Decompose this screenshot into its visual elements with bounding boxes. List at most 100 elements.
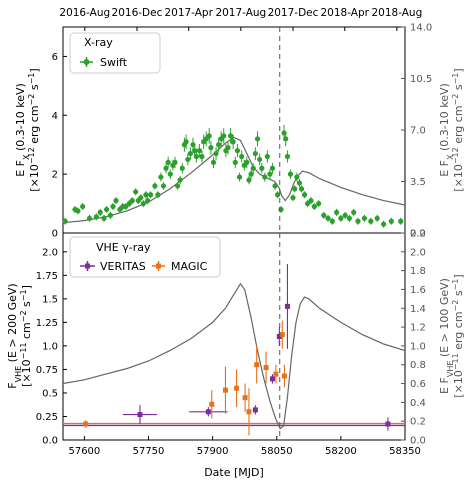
swift-point — [351, 209, 357, 215]
swift-point — [325, 215, 331, 221]
swift-point — [104, 206, 110, 213]
swift-point — [355, 218, 361, 224]
swift-point — [230, 139, 236, 145]
magic-point — [281, 373, 287, 379]
swift-point — [193, 153, 199, 160]
xtick-label: 58350 — [389, 446, 421, 457]
lower-right-ylabel-line1: E FVHE (E > 100 GeV) — [438, 278, 455, 394]
lower-ytick-label: 2.0 — [42, 247, 58, 258]
magic-point — [279, 332, 285, 338]
top-date-label: 2018-Apr — [320, 7, 369, 19]
lower-right-tick-label: 1.2 — [410, 323, 426, 334]
swift-point — [290, 195, 296, 201]
veritas-legend-label: VERITAS — [100, 260, 146, 273]
swift-point — [257, 156, 263, 163]
swift-point — [252, 150, 258, 157]
x-axis-label: Date [MJD] — [204, 466, 264, 479]
top-date-label: 2016-Aug — [59, 7, 110, 19]
swift-point — [361, 215, 367, 221]
veritas-point — [385, 421, 391, 427]
swift-point — [338, 215, 344, 221]
swift-point — [275, 192, 281, 198]
lower-legend-title: VHE γ-ray — [96, 241, 151, 254]
lower-ytick-label: 1.5 — [42, 294, 58, 305]
swift-point — [239, 153, 245, 160]
veritas-point — [137, 412, 143, 418]
magic-legend-marker — [156, 263, 161, 269]
swift-point — [227, 133, 234, 139]
xtick-label: 57900 — [197, 446, 229, 457]
swift-point — [148, 192, 154, 198]
lower-panel: 0.0 0.25 0.5 0.75 1.0 1.25 1.5 1.75 2.0 0.0 0.2 0.4… — [36, 229, 426, 458]
upper-right-tick-label: 10.5 — [410, 74, 432, 85]
swift-point — [267, 171, 273, 177]
xtick-label: 58200 — [325, 446, 357, 457]
model-curve — [62, 282, 406, 430]
veritas-point — [269, 376, 275, 382]
swift-point — [129, 198, 135, 204]
swift-point — [183, 139, 189, 145]
swift-point — [210, 159, 217, 165]
swift-point — [179, 165, 185, 171]
swift-point — [143, 192, 149, 198]
swift-point — [187, 150, 193, 157]
upper-right-ylabel-line1: E FX (0.3-10 keV) — [438, 83, 455, 177]
lower-legend: VHE γ-ray VERITAS MAGIC — [69, 236, 221, 278]
vhe-points — [83, 264, 391, 436]
swift-point — [248, 171, 254, 177]
swift-point — [232, 159, 238, 165]
swift-point — [199, 153, 205, 160]
lower-right-ylabel-line2: [×10−11 erg cm−2 s−1] — [451, 274, 466, 397]
swift-point — [301, 192, 308, 198]
swift-point — [292, 186, 298, 192]
swift-point — [101, 215, 107, 221]
upper-left-ylabel-line1: E FX (0.3-10 keV) — [14, 83, 31, 177]
swift-point — [368, 218, 374, 224]
swift-point — [374, 215, 380, 221]
swift-point — [278, 206, 284, 213]
upper-ticks: 0 2 4 6 0.0 3.5 7.0 10.5 14.0 — [52, 23, 433, 240]
swift-point — [110, 203, 116, 210]
swift-point — [236, 174, 243, 180]
swift-point — [185, 156, 191, 163]
model-curve — [62, 136, 406, 224]
magic-point — [246, 409, 252, 415]
xtick-label: 57600 — [68, 446, 100, 457]
swift-point — [329, 218, 335, 224]
upper-right-tick-label: 3.5 — [410, 177, 426, 188]
swift-point — [316, 200, 322, 207]
lower-ytick-label: 1.0 — [42, 341, 58, 352]
swift-point — [174, 183, 181, 189]
veritas-legend-marker — [85, 263, 90, 269]
swift-point — [244, 159, 250, 165]
swift-point — [269, 165, 276, 171]
swift-point — [163, 165, 169, 171]
swift-legend-label: Swift — [100, 56, 128, 69]
lower-right-tick-label: 2.0 — [410, 247, 426, 258]
upper-left-ylabel-line2: [×10−12 erg cm−2 s−1] — [27, 68, 42, 191]
upper-ytick-label: 2 — [52, 170, 58, 181]
lower-legend-box — [69, 236, 221, 278]
magic-point — [83, 421, 89, 427]
swift-point — [294, 174, 300, 180]
magic-point — [273, 371, 279, 377]
top-date-label: 2016-Dec — [112, 7, 163, 19]
veritas-point — [284, 303, 290, 309]
swift-point — [225, 145, 231, 151]
swift-point — [342, 212, 348, 218]
swift-point — [216, 142, 222, 148]
swift-point — [113, 198, 119, 204]
swift-point — [296, 180, 303, 186]
xtick-label: 58050 — [261, 446, 293, 457]
magic-point — [222, 387, 228, 393]
swift-point — [264, 153, 270, 160]
swift-point — [272, 183, 278, 189]
top-date-axis: 2016-Aug 2016-Dec 2017-Apr 2017-Aug 2017-Dec… — [59, 7, 422, 31]
swift-point — [145, 198, 151, 204]
swift-points — [62, 124, 404, 228]
swift-point — [80, 203, 86, 210]
upper-legend-title: X-ray — [84, 36, 113, 49]
swift-point — [381, 221, 387, 227]
swift-point — [138, 195, 144, 201]
